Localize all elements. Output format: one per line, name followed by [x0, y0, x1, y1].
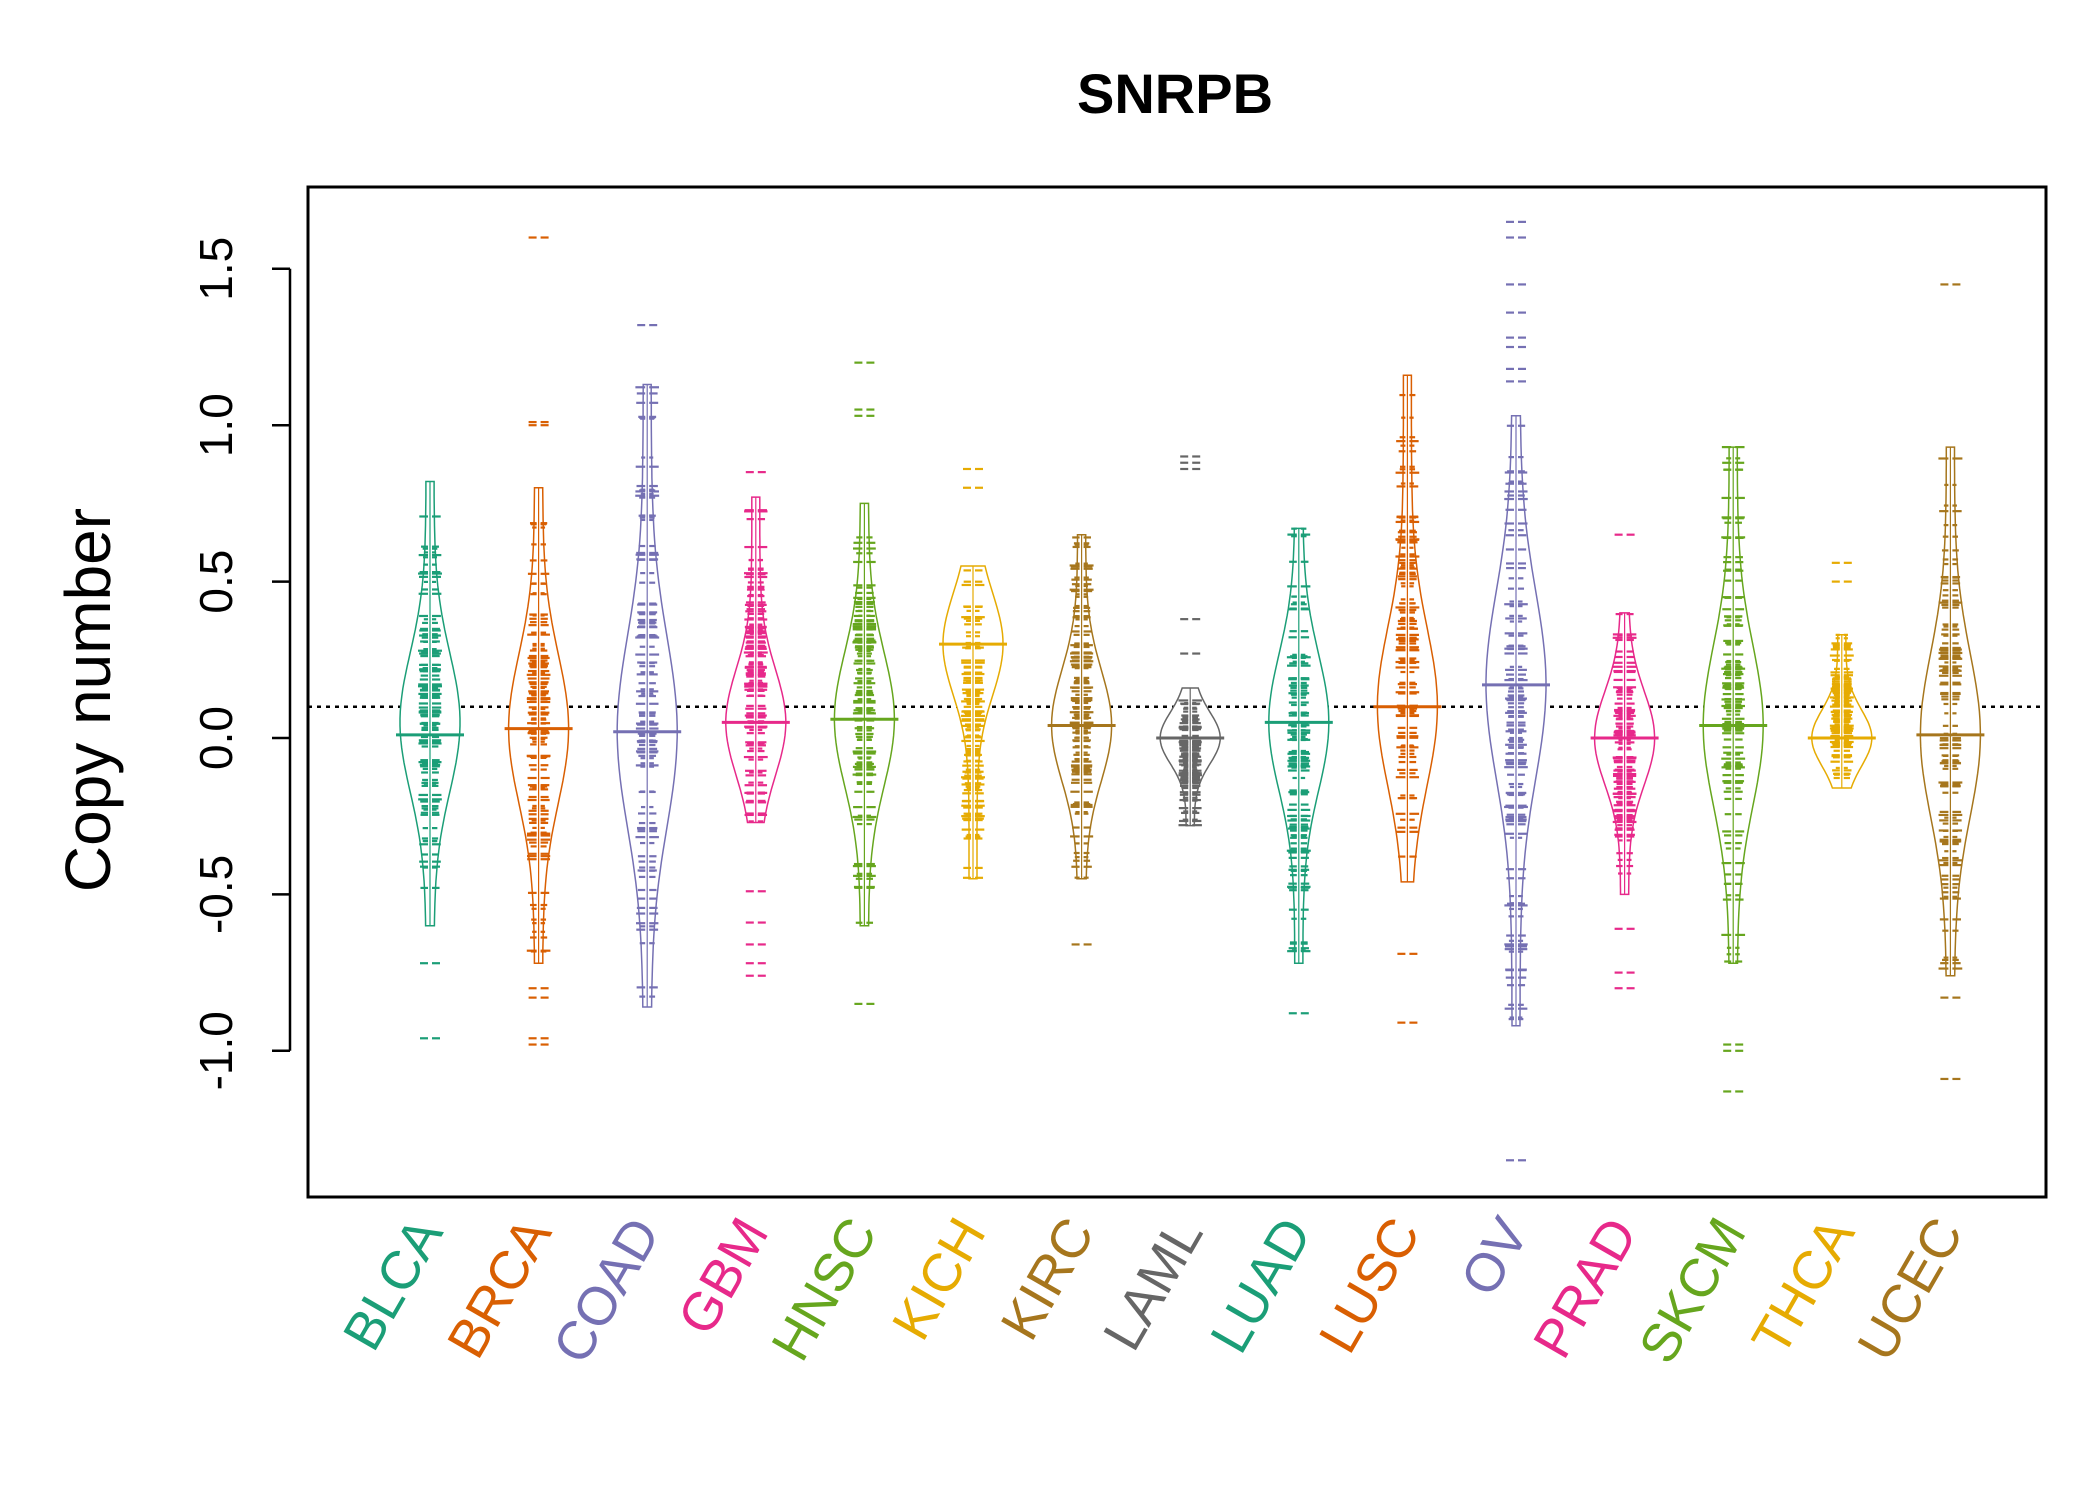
y-axis-label: Copy number — [52, 508, 124, 892]
bean-skcm — [1699, 445, 1768, 1093]
plot-frame — [306, 185, 2048, 1199]
bean-luad — [1264, 527, 1333, 1015]
y-tick-label: 0.0 — [190, 706, 242, 770]
bean-thca — [1807, 561, 1876, 789]
plot-area — [308, 220, 2046, 1162]
x-tick-label-coad: COAD — [542, 1208, 672, 1373]
x-tick-label-gbm: GBM — [667, 1208, 780, 1345]
y-tick-label: -0.5 — [190, 855, 242, 934]
bean-ucec — [1916, 283, 1985, 1081]
bean-prad — [1590, 533, 1659, 990]
x-tick-label-laml: LAML — [1092, 1208, 1215, 1360]
x-tick-label-luad: LUAD — [1199, 1208, 1323, 1363]
x-tick-label-skcm: SKCM — [1628, 1208, 1758, 1373]
x-tick-label-kich: KICH — [881, 1208, 997, 1350]
chart-title: SNRPB — [1077, 62, 1273, 125]
bean-kich — [939, 467, 1007, 880]
bean-hnsc — [830, 361, 899, 1005]
x-tick-label-ucec: UCEC — [1846, 1208, 1974, 1371]
y-axis: -1.0 -0.5 0.0 0.5 1.0 1.5 — [190, 237, 292, 1090]
bean-lusc — [1373, 374, 1442, 1024]
y-tick-label: 1.0 — [190, 393, 242, 457]
x-tick-label-hnsc: HNSC — [760, 1208, 888, 1371]
x-tick-label-kirc: KIRC — [990, 1208, 1106, 1350]
y-tick-label: -1.0 — [190, 1011, 242, 1090]
bean-brca — [504, 236, 573, 1046]
bean-ov — [1482, 220, 1550, 1162]
bean-laml — [1156, 455, 1225, 827]
bean-coad — [613, 324, 682, 1008]
y-tick-label: 1.5 — [190, 237, 242, 301]
bean-kirc — [1047, 533, 1116, 946]
x-tick-label-ov: OV — [1449, 1208, 1540, 1306]
x-tick-label-lusc: LUSC — [1308, 1208, 1432, 1363]
bean-blca — [396, 480, 464, 1040]
bean-gbm — [721, 471, 790, 977]
y-tick-label: 0.5 — [190, 550, 242, 614]
